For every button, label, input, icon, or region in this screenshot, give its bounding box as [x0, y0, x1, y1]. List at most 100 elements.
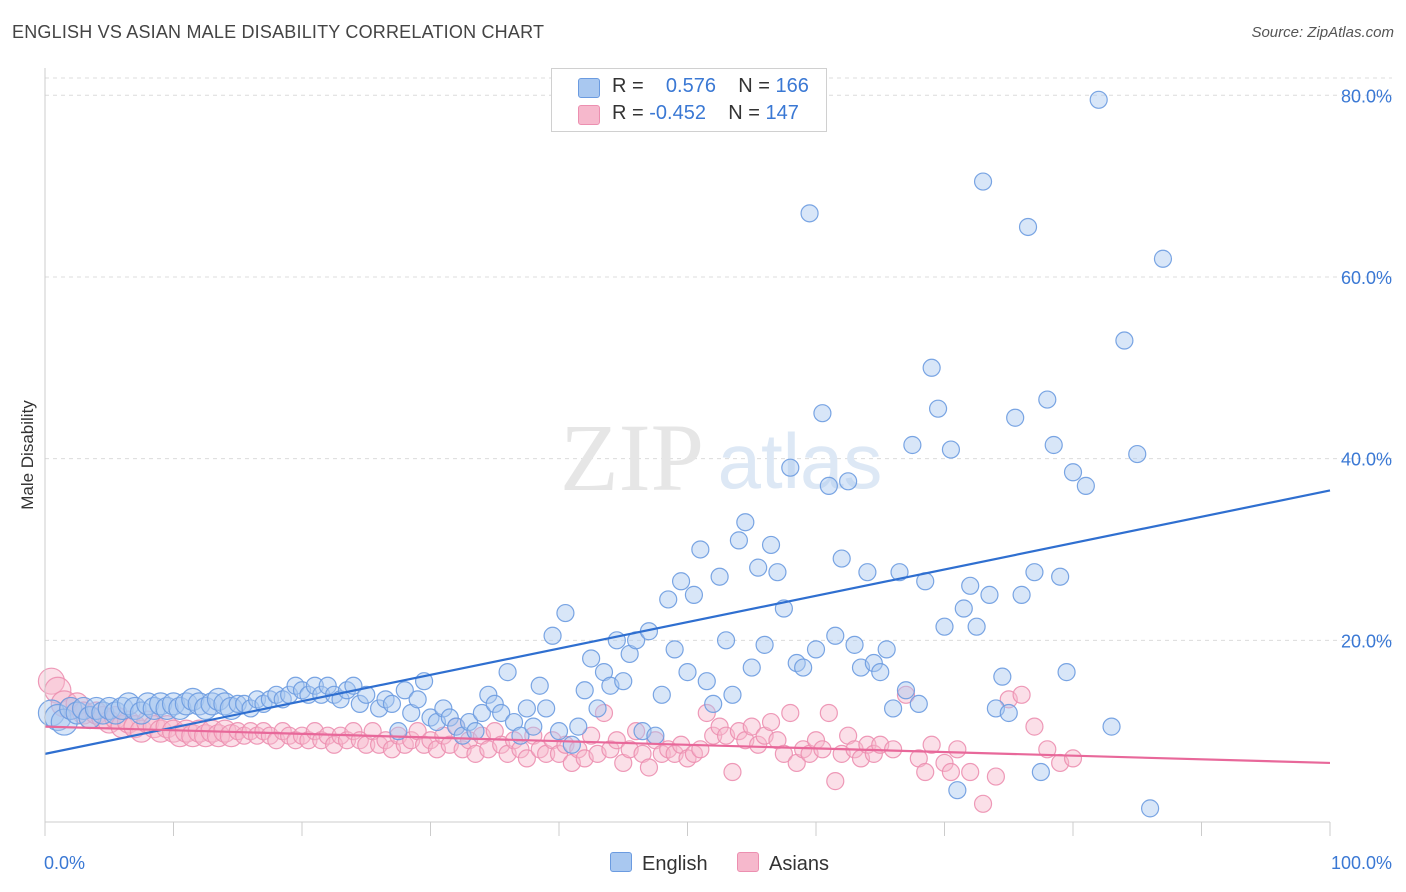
english-point: [1012, 585, 1031, 604]
english-point: [59, 696, 83, 721]
english-point: [569, 717, 588, 736]
english-swatch: [610, 852, 632, 872]
legend-r-label: R =: [612, 75, 644, 97]
english-point: [562, 735, 581, 754]
english-point: [1089, 90, 1108, 109]
english-point: [800, 204, 819, 223]
english-point: [1102, 717, 1121, 736]
english-point: [1115, 331, 1134, 350]
asians-point: [826, 772, 845, 791]
english-series: [37, 90, 1173, 818]
english-point: [472, 703, 491, 723]
asians-point: [761, 712, 781, 732]
english-point: [110, 696, 134, 721]
english-point: [684, 585, 704, 604]
english-point: [883, 699, 903, 718]
english-trend-line: [44, 489, 1331, 755]
english-point: [84, 696, 109, 721]
english-point: [350, 694, 369, 714]
asians-point: [896, 685, 916, 704]
english-point: [794, 658, 813, 677]
english-point: [839, 472, 858, 491]
english-point: [466, 722, 485, 741]
asians-point: [819, 703, 838, 723]
asians-swatch: [737, 852, 759, 872]
axis-layer: 20.0% 40.0% 60.0% 80.0% 0.0% 100.0%: [44, 68, 1392, 873]
asians-point: [749, 735, 768, 754]
english-point: [1140, 799, 1160, 818]
english-point: [485, 694, 504, 714]
correlation-legend: R = 0.576 N = 166 R = -0.452 N = 147: [551, 68, 827, 132]
asians-point: [601, 740, 620, 759]
asians-point: [1012, 685, 1031, 704]
grid-layer: [45, 77, 1392, 641]
english-point: [187, 692, 211, 716]
asians-point: [710, 717, 729, 736]
legend-n-value: 166: [775, 75, 809, 97]
english-point: [530, 676, 549, 695]
english-point: [459, 712, 479, 732]
english-legend-label: English: [642, 853, 708, 875]
source-credit: Source: ZipAtlas.com: [1251, 24, 1394, 41]
english-point: [434, 699, 453, 718]
english-point: [999, 703, 1018, 723]
y-tick-label: 80.0%: [1341, 86, 1392, 106]
watermark: ZIP atlas: [560, 404, 882, 511]
english-point: [1038, 390, 1057, 409]
english-point: [768, 563, 787, 582]
english-point: [665, 640, 684, 659]
english-point: [543, 626, 562, 645]
x-tick-label-max: 100.0%: [1331, 853, 1392, 873]
english-point: [582, 649, 601, 668]
english-point: [104, 701, 128, 725]
english-point: [50, 708, 78, 736]
asians-point: [123, 715, 147, 739]
english-point: [671, 572, 691, 591]
y-tick-label: 60.0%: [1341, 268, 1392, 288]
english-point: [1018, 217, 1038, 237]
asians-point: [691, 740, 710, 759]
english-point: [704, 694, 723, 714]
english-point: [781, 458, 800, 477]
english-point: [877, 640, 896, 659]
x-tick-label-min: 0.0%: [44, 853, 85, 873]
english-point: [652, 685, 671, 704]
asians-point: [922, 735, 941, 754]
english-point: [97, 696, 121, 721]
english-point: [155, 696, 179, 721]
english-point: [524, 717, 543, 736]
english-point: [149, 692, 173, 716]
asians-point: [697, 703, 716, 723]
english-point: [858, 563, 877, 582]
english-point: [845, 635, 864, 654]
asians-point: [986, 767, 1006, 786]
asians-point: [626, 722, 646, 741]
english-point: [980, 585, 999, 604]
english-point: [318, 676, 337, 695]
english-point: [864, 653, 883, 673]
english-point: [710, 567, 729, 586]
english-point: [954, 599, 973, 618]
english-point: [116, 692, 141, 716]
bottom-legend-english: English: [610, 852, 708, 876]
asians-point: [607, 731, 626, 750]
english-point: [549, 722, 569, 741]
trend-lines: [44, 489, 1331, 765]
english-point: [967, 617, 986, 636]
english-point: [691, 540, 710, 559]
english-swatch: [578, 78, 600, 98]
asians-point: [219, 724, 243, 748]
english-point: [973, 172, 993, 191]
asians-point: [973, 794, 993, 813]
legend-n-label: N =: [728, 102, 760, 124]
asians-point: [517, 749, 536, 768]
legend-r-value: 0.576: [665, 75, 716, 97]
english-point: [736, 513, 755, 532]
english-point: [588, 699, 607, 718]
english-point: [678, 663, 697, 682]
english-point: [697, 672, 716, 691]
english-point: [556, 603, 575, 623]
asians-point: [1063, 749, 1083, 768]
english-point: [826, 626, 845, 645]
